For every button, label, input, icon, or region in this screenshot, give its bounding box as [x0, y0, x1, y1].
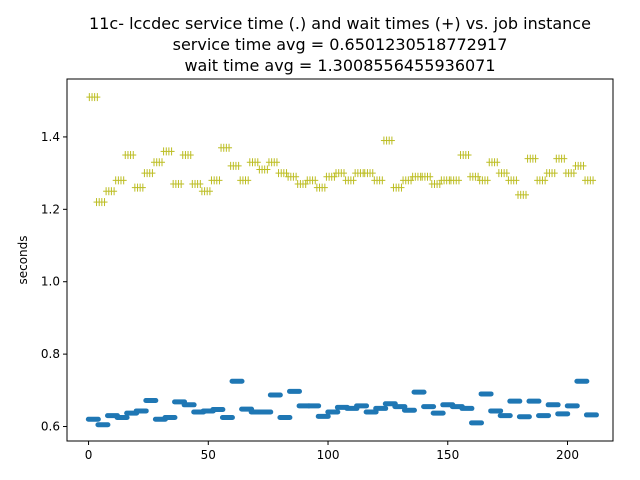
x-tick-label: 100 [317, 448, 340, 462]
wait-point [189, 179, 204, 188]
wait-point [141, 169, 156, 178]
wait-point [294, 179, 309, 188]
wait-point [246, 158, 261, 167]
wait-point [562, 169, 577, 178]
y-tick-label: 1.2 [41, 202, 60, 216]
x-tick-label: 50 [201, 448, 216, 462]
wait-point [313, 183, 328, 192]
y-tick-label: 1.4 [41, 130, 60, 144]
wait-point [524, 154, 539, 163]
wait-point [103, 187, 118, 196]
wait-point [400, 176, 415, 185]
wait-point [275, 169, 290, 178]
wait-point [447, 176, 462, 185]
wait-point [208, 176, 223, 185]
wait-point [323, 172, 338, 181]
plot-frame [66, 78, 614, 442]
chart-title-line-3: wait time avg = 1.3008556455936071 [184, 56, 495, 75]
wait-point [505, 176, 520, 185]
wait-point [428, 179, 443, 188]
wait-point [93, 198, 108, 207]
y-tick-label: 0.6 [41, 420, 60, 434]
wait-point [361, 169, 376, 178]
wait-point [333, 169, 347, 178]
wait-point [86, 93, 101, 102]
wait-point [409, 172, 424, 181]
wait-point [419, 172, 434, 181]
wait-point [198, 187, 213, 196]
chart-title-line-1: 11c- lccdec service time (.) and wait ti… [89, 14, 591, 33]
wait-point [495, 169, 510, 178]
wait-point [371, 176, 386, 185]
y-tick-label: 1.0 [41, 275, 60, 289]
wait-point [553, 154, 568, 163]
axes: 0 50 100 150 200 0.6 0.8 1.0 1.2 1.4 [41, 78, 614, 462]
wait-point [151, 158, 165, 167]
wait-point [380, 136, 395, 145]
wait-point [112, 176, 127, 185]
wait-point [543, 169, 558, 178]
x-tick-label: 200 [556, 448, 579, 462]
wait-point [265, 158, 280, 167]
wait-point [285, 172, 300, 181]
wait-point [534, 176, 549, 185]
wait-point [131, 183, 146, 192]
wait-point [515, 190, 529, 199]
x-tick-label: 150 [436, 448, 459, 462]
wait-point [160, 147, 175, 156]
wait-point [457, 151, 472, 160]
y-tick-label: 0.8 [41, 347, 60, 361]
chart-title-line-2: service time avg = 0.6501230518772917 [173, 35, 508, 54]
wait-point [304, 176, 319, 185]
wait-point [342, 176, 357, 185]
wait-point [256, 165, 271, 174]
wait-point [572, 161, 587, 170]
wait-point [390, 183, 405, 192]
wait-point [227, 161, 242, 170]
wait-point [467, 172, 482, 181]
wait-point [218, 143, 233, 152]
wait-point [582, 176, 597, 185]
y-axis-label: seconds [16, 235, 30, 284]
wait-point [170, 179, 185, 188]
wait-point [122, 151, 137, 160]
wait-point [179, 151, 194, 160]
wait-point [476, 176, 491, 185]
x-tick-label: 0 [85, 448, 93, 462]
wait-point [486, 158, 501, 167]
plot-marks [85, 93, 599, 428]
wait-point [237, 176, 252, 185]
